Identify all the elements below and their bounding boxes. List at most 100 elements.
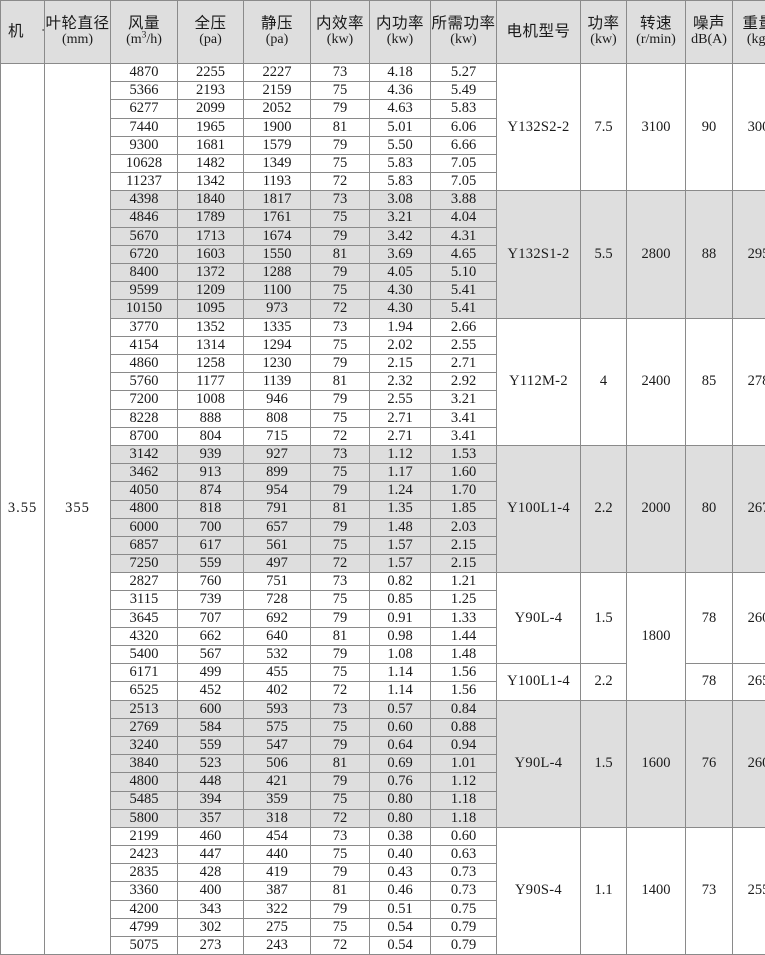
cell-weight: 260: [733, 573, 765, 664]
cell-internal-power: 5.01: [370, 118, 431, 136]
cell-internal-power: 0.40: [370, 846, 431, 864]
column-header-internal-power: 内功率(kw): [370, 1, 431, 64]
column-header-rotation-speed: 转速(r/min): [627, 1, 686, 64]
cell-internal-power: 1.14: [370, 664, 431, 682]
cell-internal-power: 0.69: [370, 755, 431, 773]
cell-static-pressure: 1349: [244, 154, 311, 172]
cell-required-power: 5.83: [431, 100, 497, 118]
cell-total-pressure: 1603: [178, 245, 244, 263]
cell-air-volume: 11237: [111, 173, 178, 191]
cell-air-volume: 8700: [111, 427, 178, 445]
cell-total-pressure: 913: [178, 464, 244, 482]
cell-internal-power: 2.71: [370, 409, 431, 427]
cell-internal-efficiency: 75: [311, 846, 370, 864]
cell-air-volume: 6171: [111, 664, 178, 682]
cell-internal-efficiency: 75: [311, 464, 370, 482]
cell-air-volume: 4846: [111, 209, 178, 227]
cell-required-power: 1.56: [431, 682, 497, 700]
cell-internal-power: 3.08: [370, 191, 431, 209]
cell-required-power: 2.15: [431, 536, 497, 554]
cell-static-pressure: 497: [244, 555, 311, 573]
cell-required-power: 4.65: [431, 245, 497, 263]
cell-motor-power: 1.5: [581, 700, 627, 827]
cell-static-pressure: 2227: [244, 64, 311, 82]
cell-required-power: 0.63: [431, 846, 497, 864]
cell-static-pressure: 1100: [244, 282, 311, 300]
cell-rotation-speed: 1800: [627, 573, 686, 700]
cell-internal-efficiency: 72: [311, 427, 370, 445]
cell-air-volume: 2423: [111, 846, 178, 864]
cell-total-pressure: 1095: [178, 300, 244, 318]
column-header-unit: (kw): [581, 33, 626, 48]
column-header-unit: (pa): [178, 33, 243, 48]
cell-total-pressure: 460: [178, 827, 244, 845]
column-header-label: 转速: [627, 16, 685, 32]
cell-motor-power: 2.2: [581, 664, 627, 700]
cell-internal-power: 0.76: [370, 773, 431, 791]
cell-total-pressure: 2193: [178, 82, 244, 100]
cell-internal-power: 3.21: [370, 209, 431, 227]
cell-air-volume: 3115: [111, 591, 178, 609]
cell-static-pressure: 421: [244, 773, 311, 791]
column-header-unit: (kw): [370, 33, 430, 48]
cell-motor-power: 5.5: [581, 191, 627, 318]
cell-static-pressure: 593: [244, 700, 311, 718]
cell-internal-efficiency: 81: [311, 118, 370, 136]
cell-air-volume: 5800: [111, 809, 178, 827]
cell-internal-power: 0.80: [370, 791, 431, 809]
cell-total-pressure: 818: [178, 500, 244, 518]
cell-internal-efficiency: 73: [311, 191, 370, 209]
column-header-motor-power: 功率(kw): [581, 1, 627, 64]
cell-internal-efficiency: 79: [311, 646, 370, 664]
column-header-unit: (m3/h): [111, 33, 177, 48]
cell-required-power: 1.53: [431, 445, 497, 463]
cell-motor-model: Y112M-2: [497, 318, 581, 445]
cell-static-pressure: 1674: [244, 227, 311, 245]
column-header-machine-no: 机 号: [1, 1, 45, 64]
cell-required-power: 0.94: [431, 736, 497, 754]
column-header-label: 噪声: [686, 16, 732, 32]
cell-air-volume: 2199: [111, 827, 178, 845]
cell-static-pressure: 692: [244, 609, 311, 627]
cell-air-volume: 9599: [111, 282, 178, 300]
cell-internal-power: 1.48: [370, 518, 431, 536]
cell-weight: 255: [733, 827, 765, 954]
cell-total-pressure: 760: [178, 573, 244, 591]
cell-air-volume: 2835: [111, 864, 178, 882]
cell-motor-model: Y132S1-2: [497, 191, 581, 318]
cell-motor-power: 4: [581, 318, 627, 445]
cell-total-pressure: 394: [178, 791, 244, 809]
cell-total-pressure: 448: [178, 773, 244, 791]
column-header-unit: dB(A): [686, 33, 732, 48]
column-header-total-pressure: 全压(pa): [178, 1, 244, 64]
cell-static-pressure: 927: [244, 445, 311, 463]
cell-static-pressure: 640: [244, 627, 311, 645]
column-header-motor-model: 电机型号: [497, 1, 581, 64]
cell-total-pressure: 700: [178, 518, 244, 536]
cell-air-volume: 5366: [111, 82, 178, 100]
cell-air-volume: 4398: [111, 191, 178, 209]
column-header-unit: (pa): [244, 33, 310, 48]
cell-static-pressure: 359: [244, 791, 311, 809]
cell-static-pressure: 547: [244, 736, 311, 754]
cell-internal-efficiency: 73: [311, 64, 370, 82]
cell-air-volume: 5670: [111, 227, 178, 245]
cell-air-volume: 4154: [111, 336, 178, 354]
column-header-unit: (mm): [45, 33, 110, 48]
cell-internal-efficiency: 73: [311, 827, 370, 845]
cell-rotation-speed: 2800: [627, 191, 686, 318]
cell-internal-efficiency: 73: [311, 318, 370, 336]
cell-weight: 260: [733, 700, 765, 827]
cell-air-volume: 3240: [111, 736, 178, 754]
cell-total-pressure: 1258: [178, 355, 244, 373]
cell-static-pressure: 808: [244, 409, 311, 427]
column-header-label: 机 号: [1, 24, 44, 40]
cell-total-pressure: 739: [178, 591, 244, 609]
cell-static-pressure: 2159: [244, 82, 311, 100]
cell-required-power: 1.60: [431, 464, 497, 482]
cell-air-volume: 2769: [111, 718, 178, 736]
cell-machine-no: 3.55: [1, 64, 45, 955]
